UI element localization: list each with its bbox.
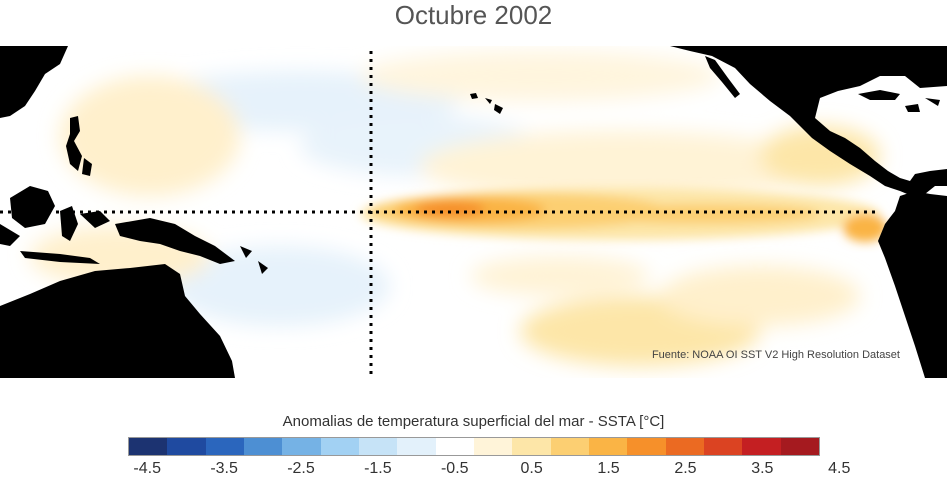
colorbar-tick-label: 1.5 — [597, 460, 620, 477]
australia — [0, 264, 235, 378]
baja-california — [705, 56, 740, 98]
colorbar-swatch — [129, 438, 168, 455]
colorbar-swatch — [205, 438, 244, 455]
colorbar-swatch — [473, 438, 513, 455]
colorbar-tick-label: -1.5 — [364, 460, 392, 477]
colorbar-swatch — [397, 438, 436, 455]
north-america — [670, 46, 947, 196]
colorbar-swatch — [167, 438, 206, 455]
colorbar-swatch — [550, 438, 589, 455]
colorbar-title: Anomalias de temperatura superficial del… — [282, 413, 665, 430]
asia-mainland — [0, 46, 68, 118]
land-masses — [0, 46, 947, 378]
colorbar-tick-label: 0.5 — [520, 460, 543, 477]
colorbar-ticks: -4.5 -3.5 -2.5 -1.5 -0.5 0.5 1.5 2.5 3.5 4.5 — [0, 460, 947, 480]
colorbar-swatch — [282, 438, 321, 455]
colorbar-swatch — [703, 438, 743, 455]
colorbar-swatch — [512, 438, 551, 455]
colorbar-swatch — [320, 438, 359, 455]
colorbar-swatch — [742, 438, 781, 455]
hawaii — [470, 93, 478, 99]
colorbar-swatch — [627, 438, 666, 455]
anomaly-field — [30, 51, 880, 366]
colorbar-tick-label: 3.5 — [751, 460, 774, 477]
source-credit: Fuente: NOAA OI SST V2 High Resolution D… — [651, 349, 900, 361]
south-america — [878, 191, 947, 378]
colorbar-swatch — [435, 438, 474, 455]
colorbar-swatch — [665, 438, 704, 455]
map-title: Octubre 2002 — [394, 0, 553, 30]
colorbar-tick-label: -2.5 — [287, 460, 315, 477]
colorbar-swatch — [358, 438, 398, 455]
colorbar-tick-label: -0.5 — [440, 460, 469, 477]
new-guinea — [115, 218, 235, 264]
sst-anomaly-map — [0, 46, 947, 378]
colorbar-swatch — [588, 438, 628, 455]
colorbar — [128, 437, 820, 456]
borneo — [10, 186, 55, 228]
colorbar-tick-label: 4.5 — [828, 460, 851, 477]
colorbar-swatch — [243, 438, 283, 455]
colorbar-tick-label: -3.5 — [210, 460, 238, 477]
colorbar-tick-label: -4.5 — [133, 460, 161, 477]
philippines — [66, 116, 82, 171]
colorbar-tick-label: 2.5 — [674, 460, 697, 477]
colorbar-swatch — [780, 438, 819, 455]
